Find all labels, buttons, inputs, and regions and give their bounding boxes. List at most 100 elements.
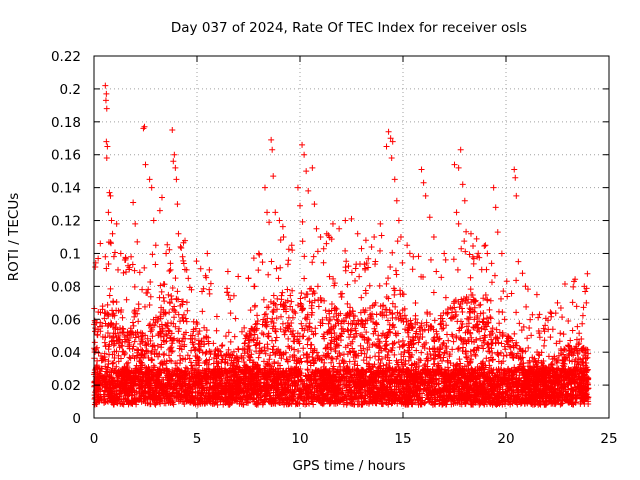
data-point bbox=[560, 331, 567, 338]
data-point bbox=[273, 315, 280, 322]
data-point bbox=[184, 307, 191, 314]
data-point bbox=[520, 323, 527, 330]
data-point bbox=[389, 322, 396, 329]
data-point bbox=[337, 337, 344, 344]
data-point bbox=[340, 401, 347, 408]
data-point bbox=[314, 283, 321, 290]
data-point bbox=[360, 345, 367, 352]
data-point bbox=[269, 346, 276, 353]
data-point bbox=[358, 294, 365, 301]
data-point bbox=[178, 244, 185, 251]
data-point bbox=[427, 351, 434, 358]
data-point bbox=[227, 296, 234, 303]
data-point bbox=[394, 238, 401, 245]
data-point bbox=[443, 343, 450, 350]
data-point bbox=[465, 327, 472, 334]
data-point bbox=[306, 323, 313, 330]
data-point bbox=[527, 316, 534, 323]
data-point bbox=[416, 326, 423, 333]
data-point bbox=[171, 314, 178, 321]
data-point bbox=[352, 358, 359, 365]
data-point bbox=[91, 339, 98, 346]
data-point bbox=[467, 274, 474, 281]
data-point bbox=[585, 400, 592, 407]
data-point bbox=[267, 298, 274, 305]
data-point bbox=[479, 393, 486, 400]
data-point bbox=[264, 341, 271, 348]
data-point bbox=[175, 311, 182, 318]
data-point bbox=[94, 331, 101, 338]
data-point bbox=[273, 334, 280, 341]
data-point bbox=[366, 282, 373, 289]
data-point bbox=[306, 335, 313, 342]
data-point bbox=[301, 275, 308, 282]
data-point bbox=[227, 338, 234, 345]
data-point bbox=[242, 339, 249, 346]
data-point bbox=[378, 232, 385, 239]
data-point bbox=[558, 347, 565, 354]
data-point bbox=[306, 285, 313, 292]
data-point bbox=[168, 330, 175, 337]
data-point bbox=[500, 288, 507, 295]
data-point bbox=[399, 259, 406, 266]
data-point bbox=[111, 354, 118, 361]
data-point bbox=[486, 306, 493, 313]
data-point bbox=[94, 332, 101, 339]
data-point bbox=[231, 333, 238, 340]
data-point bbox=[149, 333, 156, 340]
data-point bbox=[450, 256, 457, 263]
data-point bbox=[362, 287, 369, 294]
data-point bbox=[147, 293, 154, 300]
data-point bbox=[570, 283, 577, 290]
data-point bbox=[301, 253, 308, 260]
data-point bbox=[482, 292, 489, 299]
data-point bbox=[348, 269, 355, 276]
data-point bbox=[569, 401, 576, 408]
data-point bbox=[143, 347, 150, 354]
data-point bbox=[526, 324, 533, 331]
data-point bbox=[275, 275, 282, 282]
data-point bbox=[206, 348, 213, 355]
data-point bbox=[150, 362, 157, 369]
data-point bbox=[252, 342, 259, 349]
data-point bbox=[582, 288, 589, 295]
data-point bbox=[265, 271, 272, 278]
data-point bbox=[246, 342, 253, 349]
data-point bbox=[310, 288, 317, 295]
data-point bbox=[306, 298, 313, 305]
data-point bbox=[462, 297, 469, 304]
data-point bbox=[373, 311, 380, 318]
data-point bbox=[158, 288, 165, 295]
data-point bbox=[439, 357, 446, 364]
data-point bbox=[202, 358, 209, 365]
data-point bbox=[206, 356, 213, 363]
data-point bbox=[284, 286, 291, 293]
data-point bbox=[372, 328, 379, 335]
data-point bbox=[328, 359, 335, 366]
data-point bbox=[109, 307, 116, 314]
data-points bbox=[91, 82, 592, 408]
data-point bbox=[151, 322, 158, 329]
data-point bbox=[157, 282, 164, 289]
data-point bbox=[443, 331, 450, 338]
data-point bbox=[369, 318, 376, 325]
data-point bbox=[412, 315, 419, 322]
data-point bbox=[514, 401, 521, 408]
data-point bbox=[312, 325, 319, 332]
data-point bbox=[110, 253, 117, 260]
data-point bbox=[460, 344, 467, 351]
data-point bbox=[161, 281, 168, 288]
data-point bbox=[386, 357, 393, 364]
data-point bbox=[477, 310, 484, 317]
data-point bbox=[146, 302, 153, 309]
data-point bbox=[361, 324, 368, 331]
data-point bbox=[279, 223, 286, 230]
data-point bbox=[382, 338, 389, 345]
data-point bbox=[346, 358, 353, 365]
data-point bbox=[137, 354, 144, 361]
data-point bbox=[425, 327, 432, 334]
data-point bbox=[219, 342, 226, 349]
data-point bbox=[513, 309, 520, 316]
data-point bbox=[365, 264, 372, 271]
data-point bbox=[166, 352, 173, 359]
